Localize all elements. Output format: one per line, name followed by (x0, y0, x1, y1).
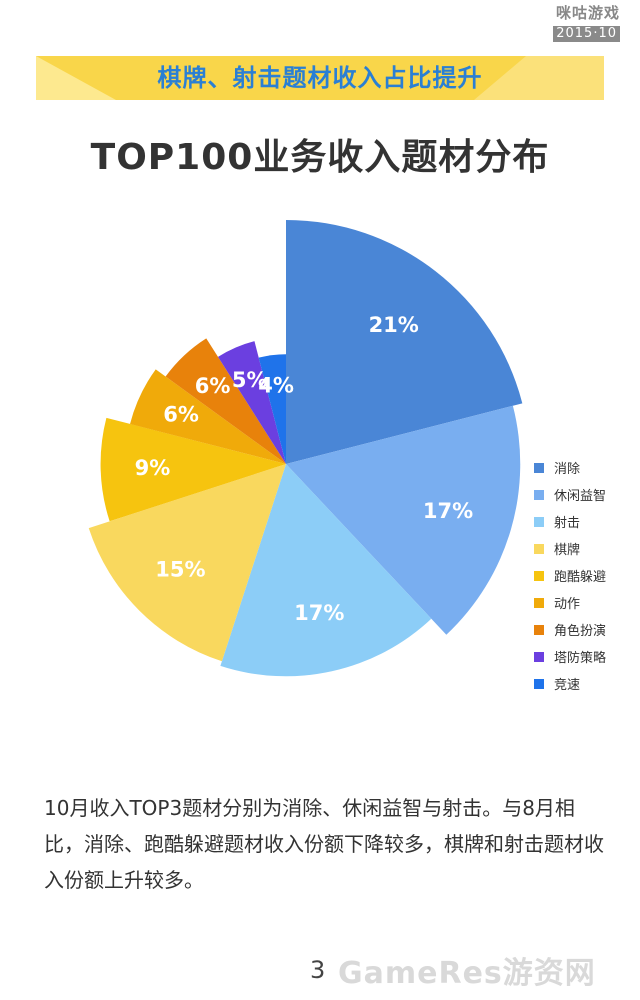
pie-data-label-5: 9% (135, 456, 171, 480)
pie-data-label-8: 5% (232, 368, 268, 392)
legend-label: 竞速 (554, 678, 581, 693)
pie-data-label-2: 17% (423, 499, 473, 523)
legend-swatch (534, 624, 544, 635)
legend-label: 动作 (554, 597, 581, 612)
pie-slice-7 (165, 338, 286, 464)
legend-swatch (534, 462, 544, 473)
legend-label: 棋牌 (554, 543, 581, 558)
page-number: 3 (310, 956, 326, 984)
legend-item-8: 塔防策略 (534, 643, 606, 670)
legend-item-1: 消除 (534, 454, 606, 481)
legend-item-4: 棋牌 (534, 535, 606, 562)
legend-label: 跑酷躲避 (554, 570, 607, 585)
pie-data-label-7: 6% (195, 374, 231, 398)
pie-slice-1 (286, 220, 523, 464)
legend-swatch (534, 678, 544, 689)
pie-slice-4 (88, 464, 286, 662)
section-banner: 棋牌、射击题材收入占比提升 (36, 56, 604, 100)
legend-swatch (534, 570, 544, 581)
pie-data-label-1: 21% (369, 313, 419, 337)
legend-item-6: 动作 (534, 589, 606, 616)
legend-item-5: 跑酷躲避 (534, 562, 606, 589)
legend-label: 消除 (554, 462, 581, 477)
legend-item-3: 射击 (534, 508, 606, 535)
pie-slice-9 (258, 354, 286, 464)
pie-slice-6 (130, 369, 286, 464)
logo-brand-text: 咪咕游戏 (555, 4, 620, 22)
pie-slice-2 (286, 405, 521, 635)
chart-title: TOP100业务收入题材分布 (90, 137, 550, 178)
pie-data-label-6: 6% (163, 403, 199, 427)
pie-chart: 21%17%17%15%9%6%6% 5%4% (88, 220, 523, 677)
pie-data-label-3: 17% (294, 601, 344, 625)
legend-item-9: 竞速 (534, 670, 606, 697)
pie-slice-3 (220, 464, 432, 677)
legend-swatch (534, 597, 544, 608)
legend-item-7: 角色扮演 (534, 616, 606, 643)
pie-slices (88, 220, 523, 677)
pie-data-label-4: 15% (155, 558, 205, 582)
pie-slice-5 (100, 417, 286, 522)
logo-date-badge: 2015·10 (553, 26, 620, 42)
description-text: 10月收入TOP3题材分别为消除、休闲益智与射击。与8月相比，消除、跑酷躲避题材… (44, 796, 604, 892)
banner-title: 棋牌、射击题材收入占比提升 (157, 64, 483, 92)
pie-labels: 21%17%17%15%9%6%6% 5%4% (135, 313, 473, 625)
legend-label: 射击 (554, 516, 581, 531)
legend-swatch (534, 489, 544, 500)
legend-label: 塔防策略 (554, 651, 607, 666)
legend-swatch (534, 651, 544, 662)
watermark: GameRes游资网 (338, 956, 596, 991)
pie-data-label-9: 4% (258, 374, 294, 398)
legend-label: 角色扮演 (554, 624, 607, 639)
pie-slice-8 (218, 341, 286, 464)
legend-item-2: 休闲益智 (534, 481, 606, 508)
legend-swatch (534, 543, 544, 554)
legend-swatch (534, 516, 544, 527)
brand-logo: 咪咕游戏 2015·10 (540, 4, 620, 44)
chart-legend: 消除休闲益智射击棋牌跑酷躲避动作角色扮演塔防策略竞速 (534, 454, 606, 697)
legend-label: 休闲益智 (554, 489, 607, 504)
